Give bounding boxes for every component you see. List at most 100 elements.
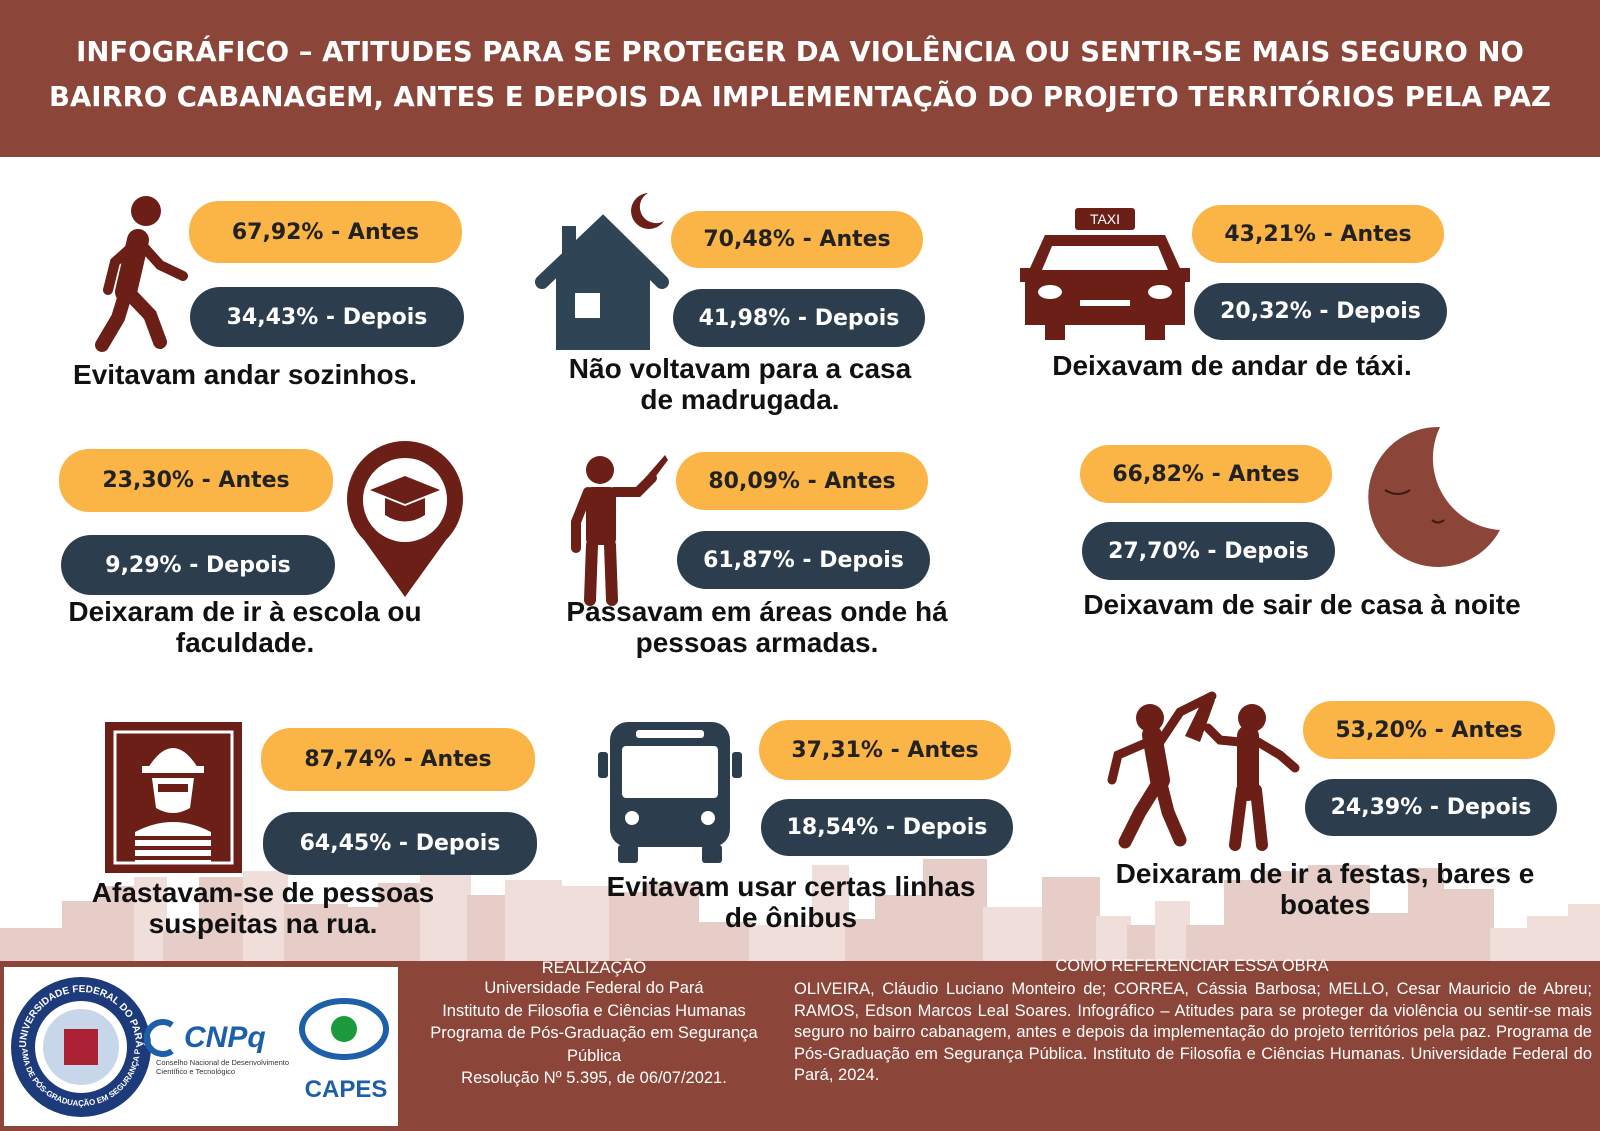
referencia-text: OLIVEIRA, Cláudio Luciano Monteiro de; C… — [794, 980, 1592, 1084]
skyline-building — [1127, 925, 1159, 961]
skyline-building — [1366, 913, 1412, 961]
antes-pill: 87,74% - Antes — [261, 728, 535, 791]
item-label: Afastavam-se de pessoas — [91, 877, 435, 908]
title-line: INFOGRÁFICO – ATITUDES PARA SE PROTEGER … — [76, 36, 1524, 68]
taxi-sign: TAXI — [1090, 211, 1120, 227]
depois-pill: 18,54% - Depois — [761, 799, 1013, 856]
skyline-building — [1262, 871, 1312, 961]
skyline-building — [983, 907, 1046, 961]
title-line: BAIRRO CABANAGEM, ANTES E DEPOIS DA IMPL… — [49, 81, 1551, 113]
cnpq-logo: CNPq Conselho Nacional de Desenvolviment… — [143, 1019, 289, 1076]
skyline-building — [284, 904, 348, 961]
skyline-building — [1568, 904, 1600, 961]
icon-suspect — [105, 722, 242, 873]
item-label: Não voltavam para a casa — [568, 353, 912, 384]
depois-pill: 64,45% - Depois — [263, 812, 537, 875]
antes-pill: 70,48% - Antes — [671, 211, 923, 268]
realizacao-title: REALIZAÇÃO — [541, 959, 647, 977]
cnpq-sub: Conselho Nacional de Desenvolvimento — [156, 1058, 289, 1067]
icon-party — [1107, 691, 1300, 851]
capes-name: CAPES — [305, 1076, 388, 1103]
depois-pill: 41,98% - Depois — [673, 289, 925, 347]
skyline-building — [243, 871, 288, 961]
footer: UNIVERSIDADE FEDERAL DO PARÁ PROGRAMA DE… — [0, 957, 1600, 1131]
item-label: suspeitas na rua. — [148, 908, 378, 939]
skyline-building — [344, 907, 382, 961]
skyline-building — [199, 877, 247, 961]
skyline-building — [1224, 880, 1266, 961]
antes-pill: 80,09% - Antes — [676, 452, 928, 510]
skyline-building — [98, 886, 138, 961]
skyline-building — [1155, 901, 1190, 961]
antes-pill: 67,92% - Antes — [189, 201, 462, 263]
item-label: boates — [1279, 889, 1371, 920]
skyline-building — [1440, 889, 1494, 961]
skyline-building — [812, 865, 849, 961]
skyline-building — [134, 877, 167, 961]
skyline-building — [1042, 877, 1100, 961]
skyline-building — [378, 883, 424, 961]
skyline-building — [845, 919, 879, 961]
skyline-building — [62, 901, 102, 961]
skyline-building — [1186, 925, 1228, 961]
item-label: Deixavam de andar de táxi. — [1052, 350, 1412, 381]
realizacao-line: Programa de Pós-Graduação em Segurança — [430, 1024, 758, 1042]
skyline-building — [875, 895, 927, 961]
skyline-building — [609, 892, 647, 961]
realizacao-line: Pública — [566, 1046, 622, 1065]
skyline-building — [749, 925, 816, 961]
item-label: pessoas armadas. — [635, 627, 879, 658]
realizacao-line: Instituto de Filosofia e Ciências Humana… — [442, 1001, 746, 1020]
logo-box: UNIVERSIDADE FEDERAL DO PARÁ PROGRAMA DE… — [1, 960, 398, 1126]
depois-pill: 24,39% - Depois — [1305, 779, 1557, 836]
antes-pill: 23,30% - Antes — [59, 449, 333, 512]
skyline-building — [1096, 916, 1131, 961]
icon-armed-person — [571, 455, 668, 606]
skyline-building — [420, 868, 471, 961]
skyline-building — [558, 886, 613, 961]
skyline-building — [1527, 916, 1572, 961]
item-label: Evitavam andar sozinhos. — [73, 359, 417, 390]
antes-pill: 43,21% - Antes — [1192, 205, 1444, 263]
item-label: de madrugada. — [640, 384, 840, 415]
antes-pill: 37,31% - Antes — [759, 720, 1011, 780]
header: INFOGRÁFICO – ATITUDES PARA SE PROTEGER … — [0, 0, 1600, 157]
realizacao-line: Resolução Nº 5.395, de 06/07/2021. — [461, 1069, 727, 1087]
item-label: de ônibus — [724, 902, 858, 933]
skyline-building — [163, 931, 203, 961]
skyline-building — [1408, 868, 1444, 961]
depois-pill: 27,70% - Depois — [1082, 522, 1335, 580]
item-label: Deixaram de ir à escola ou — [68, 596, 422, 627]
skyline-building — [0, 928, 66, 961]
logos: UNIVERSIDADE FEDERAL DO PARÁ PROGRAMA DE… — [1, 960, 389, 1117]
cnpq-sub: Científico e Tecnológico — [156, 1067, 235, 1076]
cnpq-name: CNPq — [184, 1021, 266, 1054]
depois-pill: 9,29% - Depois — [61, 535, 335, 595]
realizacao-line: Universidade Federal do Pará — [484, 979, 704, 997]
skyline-building — [695, 922, 753, 961]
skyline-building — [1308, 865, 1370, 961]
icon-house — [535, 193, 669, 350]
item-label: Passavam em áreas onde há — [566, 596, 948, 627]
skyline — [0, 859, 1600, 961]
ufpa-seal: UNIVERSIDADE FEDERAL DO PARÁ PROGRAMA DE… — [1, 960, 151, 1117]
referencia-title: COMO REFERENCIAR ESSA OBRA — [1055, 957, 1329, 975]
icon-walking — [95, 196, 188, 352]
skyline-building — [1490, 928, 1531, 961]
item-label: Evitavam usar certas linhas — [606, 871, 976, 902]
icon-bus — [598, 722, 742, 863]
item-label: Deixavam de sair de casa à noite — [1083, 589, 1521, 620]
item-label: Deixaram de ir a festas, bares e — [1115, 858, 1535, 889]
item-label: faculdade. — [175, 627, 315, 658]
icon-school-pin — [347, 441, 463, 597]
depois-pill: 61,87% - Depois — [677, 531, 930, 589]
skyline-building — [467, 895, 509, 961]
skyline-building — [643, 883, 699, 961]
icon-taxi: TAXI — [1020, 208, 1190, 340]
depois-pill: 34,43% - Depois — [190, 287, 464, 347]
illustrations: TAXI — [0, 193, 1600, 961]
skyline-building — [923, 859, 987, 961]
capes-logo: CAPES — [299, 998, 389, 1103]
skyline-building — [505, 880, 562, 961]
